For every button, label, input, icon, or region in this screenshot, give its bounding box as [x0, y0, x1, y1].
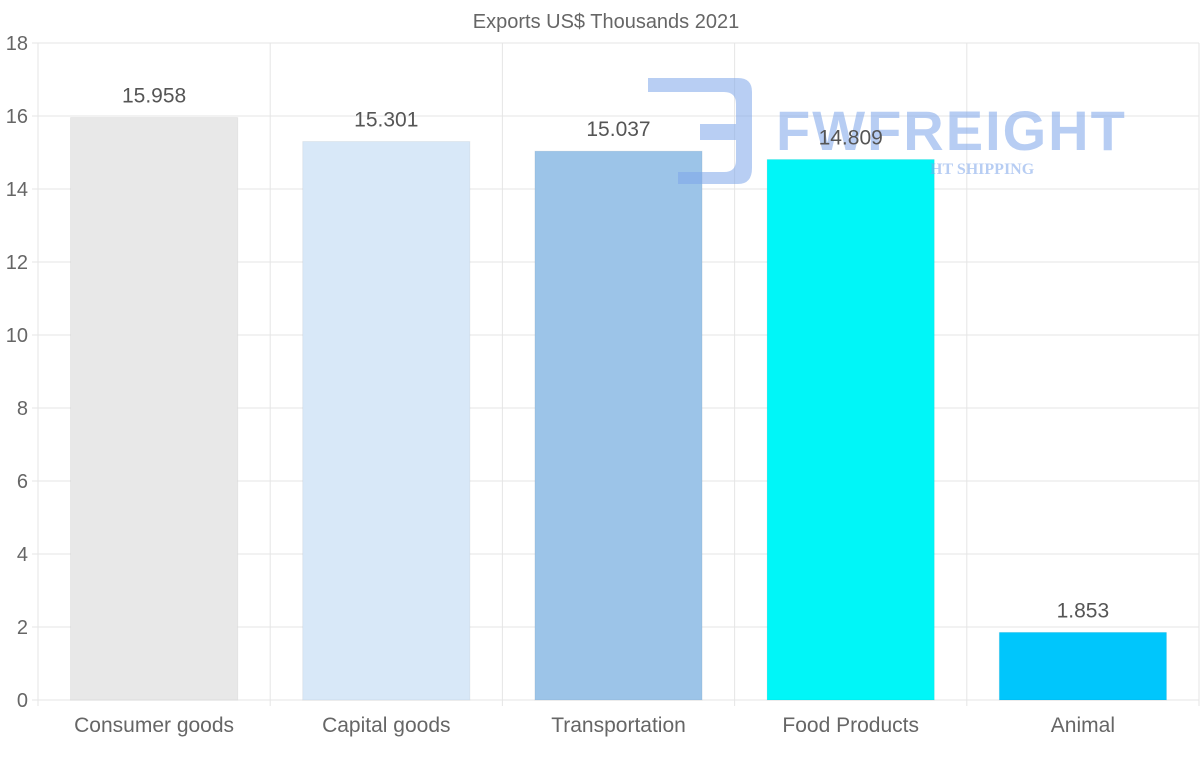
watermark-subtext: HT SHIPPING: [930, 161, 1035, 178]
y-tick-label: 10: [6, 325, 28, 347]
axes: 0 2 4 6 8 10 12 14 16 18 Consumer goods Capital goo…: [6, 33, 1115, 737]
y-tick-label: 14: [6, 179, 28, 201]
y-tick-label: 18: [6, 33, 28, 55]
bar-value-label: 15.037: [586, 118, 650, 141]
watermark-text: FWFREIGHT: [776, 99, 1127, 162]
y-tick-label: 8: [17, 398, 28, 420]
y-tick-label: 6: [17, 471, 28, 493]
x-category-label: Consumer goods: [74, 714, 234, 737]
bar-capital-goods: [302, 141, 471, 701]
x-category-label: Capital goods: [322, 714, 450, 737]
y-tick-label: 2: [17, 617, 28, 639]
y-tick-label: 0: [17, 690, 28, 712]
y-tick-label: 12: [6, 252, 28, 274]
chart-title: Exports US$ Thousands 2021: [473, 11, 739, 33]
bars: [70, 117, 1167, 701]
bar-value-label: 1.853: [1057, 599, 1110, 622]
y-tick-label: 16: [6, 106, 28, 128]
x-category-label: Animal: [1051, 714, 1115, 737]
bar-value-label: 14.809: [819, 126, 883, 149]
x-category-label: Transportation: [551, 714, 686, 737]
x-category-label: Food Products: [782, 714, 919, 737]
watermark-logo-icon: [648, 78, 752, 184]
bar-animal: [998, 631, 1167, 701]
bar-value-label: 15.958: [122, 85, 186, 108]
y-tick-label: 4: [17, 544, 28, 566]
data-labels: 15.958 15.301 15.037 14.809 1.853: [122, 85, 1109, 623]
bar-value-label: 15.301: [354, 109, 418, 132]
watermark: FWFREIGHT HT SHIPPING: [648, 78, 1127, 184]
bar-transportation: [534, 150, 703, 701]
bar-consumer-goods: [70, 117, 239, 701]
bar-food-products: [766, 158, 935, 701]
